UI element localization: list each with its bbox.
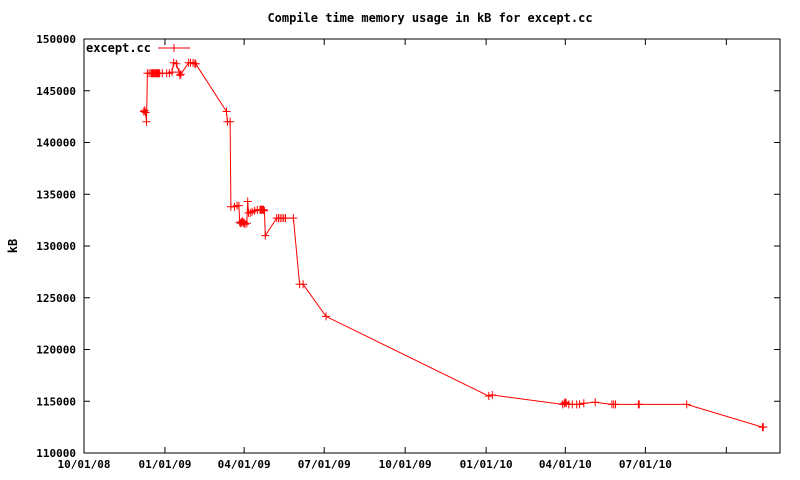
data-point: [141, 106, 149, 114]
x-tick-label: 07/01/09: [298, 458, 351, 471]
data-point: [485, 392, 493, 400]
data-point: [223, 108, 231, 116]
y-tick-label: 135000: [36, 188, 76, 201]
data-point: [683, 400, 691, 408]
data-point: [143, 118, 151, 126]
data-point: [580, 399, 588, 407]
data-point: [591, 398, 599, 406]
x-axis-ticks: 10/01/08 01/01/09 04/01/09 07/01/09 10/01/09…: [58, 39, 727, 471]
data-point: [759, 423, 767, 431]
data-point: [299, 280, 307, 288]
data-point: [488, 391, 496, 399]
y-tick-label: 125000: [36, 292, 76, 305]
legend-label: except.cc: [86, 41, 151, 55]
x-tick-label: 10/01/09: [379, 458, 432, 471]
data-point: [282, 214, 290, 222]
y-tick-label: 145000: [36, 85, 76, 98]
y-axis-label: kB: [6, 239, 20, 253]
data-point: [177, 70, 185, 78]
x-tick-label: 04/01/09: [218, 458, 271, 471]
y-tick-label: 140000: [36, 137, 76, 150]
data-point: [322, 312, 330, 320]
y-tick-label: 115000: [36, 395, 76, 408]
y-tick-label: 130000: [36, 240, 76, 253]
chart-title: Compile time memory usage in kB for exce…: [267, 11, 592, 25]
x-tick-label: 01/01/10: [460, 458, 513, 471]
data-point: [235, 202, 243, 210]
y-tick-label: 120000: [36, 344, 76, 357]
data-point: [244, 198, 252, 206]
series-line: [144, 63, 764, 427]
data-point: [142, 109, 150, 117]
x-tick-label: 07/01/10: [619, 458, 672, 471]
data-point: [289, 214, 297, 222]
y-axis-ticks: 1100001150001200001250001300001350001400…: [36, 33, 780, 460]
data-point: [261, 232, 269, 240]
x-tick-label: 04/01/10: [539, 458, 592, 471]
series-layer: [140, 59, 768, 431]
legend: except.cc: [86, 41, 190, 55]
plot-frame: [84, 39, 780, 453]
data-point: [635, 400, 643, 408]
legend-marker: [170, 44, 178, 52]
y-tick-label: 150000: [36, 33, 76, 46]
x-tick-label: 10/01/08: [58, 458, 111, 471]
x-tick-label: 01/01/09: [138, 458, 191, 471]
data-point: [612, 400, 620, 408]
